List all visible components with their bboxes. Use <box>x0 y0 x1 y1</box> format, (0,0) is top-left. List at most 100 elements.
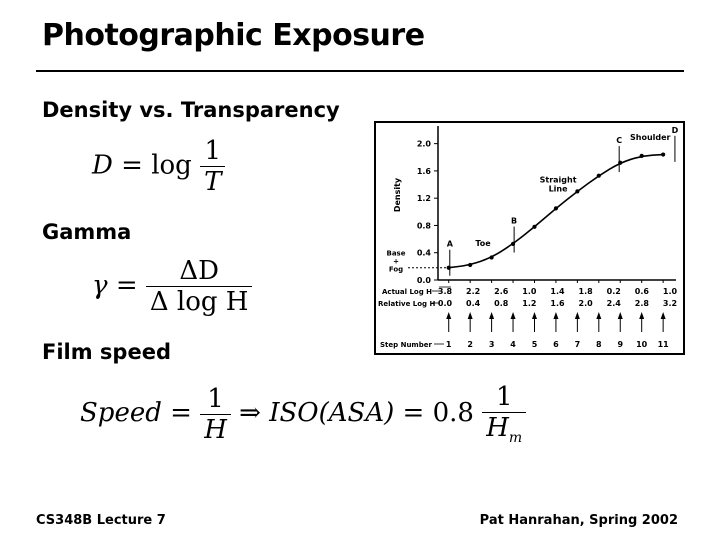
slide-title: Photographic Exposure <box>42 18 425 53</box>
step-number: 1 <box>446 340 452 349</box>
step-arrow-head <box>596 312 602 319</box>
step-arrow-head <box>553 312 559 319</box>
base-fog-label: Fog <box>389 266 403 274</box>
speed-lhs: Speed <box>80 398 162 429</box>
step-number: 8 <box>596 340 602 349</box>
actual-log-h-value: 0.6 <box>635 287 650 296</box>
density-eq-sign: = <box>121 150 143 181</box>
gamma-lhs: γ <box>92 270 108 301</box>
y-tick-label: 2.0 <box>417 140 432 149</box>
characteristic-curve-chart: Density 0.0 0.4 0.8 1.2 1.6 2.0 Base + Fog A B C D Toe… <box>374 118 686 358</box>
step-arrow-head <box>489 312 495 319</box>
curve-point-11 <box>661 152 666 157</box>
title-rule <box>36 70 684 72</box>
step-number: 3 <box>489 340 495 349</box>
step-number: 2 <box>467 340 473 349</box>
y-tick-label: 0.0 <box>417 276 432 285</box>
step-number: 10 <box>636 340 648 349</box>
speed-denominator: H <box>200 413 231 445</box>
relative-log-h-value: 3.2 <box>663 299 677 308</box>
iso-eq-sign: = <box>402 398 425 429</box>
relative-log-h-value: 2.0 <box>579 299 594 308</box>
relative-log-h-value: 0.8 <box>494 299 509 308</box>
step-arrow-head <box>639 312 645 319</box>
implies-arrow: ⇒ <box>239 398 261 429</box>
actual-log-h-value: 2.2 <box>466 287 480 296</box>
gamma-numerator: ΔD <box>179 256 219 286</box>
annotation-2: Line <box>549 184 569 193</box>
characteristic-curve-svg: Density 0.0 0.4 0.8 1.2 1.6 2.0 Base+Fog A B C D Toe… <box>374 121 685 355</box>
iso-denominator: Hm <box>482 412 527 447</box>
annotation-0: Toe <box>475 239 491 248</box>
step-number: 4 <box>510 340 516 349</box>
actual-log-h-value: 3.8 <box>438 287 453 296</box>
base-fog-label: Base <box>387 250 406 258</box>
density-numerator: 1 <box>204 136 222 166</box>
actual-log-h-value: 1.0 <box>522 287 537 296</box>
step-arrow-head <box>531 312 537 319</box>
y-tick-label: 0.4 <box>417 249 432 258</box>
curve-point-2 <box>468 262 473 268</box>
relative-log-h-value: 2.4 <box>607 299 622 308</box>
gamma-eq-sign: = <box>115 270 138 301</box>
marker-label-B: B <box>511 217 517 226</box>
step-number: 9 <box>617 340 623 349</box>
speed-numerator: 1 <box>207 383 224 414</box>
relative-log-h-value: 2.8 <box>635 299 650 308</box>
step-number: 7 <box>575 340 581 349</box>
speed-eq-sign: = <box>170 398 192 429</box>
actual-log-h-value: 1.8 <box>579 287 594 296</box>
density-equation: D = log 1 T <box>92 136 226 197</box>
relative-log-h-value: 0.4 <box>466 299 481 308</box>
relative-log-h-value: 1.6 <box>550 299 565 308</box>
step-arrow-head <box>446 312 452 319</box>
marker-label-A: A <box>447 240 454 249</box>
step-number-label: Step Number <box>380 341 432 349</box>
step-arrow-head <box>574 312 580 319</box>
step-arrow-head <box>467 312 473 319</box>
gamma-fraction: ΔD Δ log H <box>145 256 253 317</box>
curve-point-6 <box>553 206 559 211</box>
curve-point-8 <box>596 173 601 178</box>
y-tick-label: 1.6 <box>417 167 432 176</box>
actual-log-h-value: 1.0 <box>663 287 678 296</box>
footer-course: CS348B Lecture 7 <box>36 513 166 528</box>
curve-point-10 <box>639 153 644 159</box>
iso-denominator-subscript: m <box>508 430 523 447</box>
actual-log-h-value: 2.6 <box>494 287 509 296</box>
curve-point-5 <box>532 224 537 229</box>
actual-log-h-value: 1.4 <box>550 287 565 296</box>
annotation-1: Straight <box>540 176 577 185</box>
relative-log-h-label: Relative Log H <box>378 300 435 308</box>
iso-asa: ISO(ASA) <box>269 398 395 429</box>
curve-point-7 <box>575 189 580 194</box>
y-tick-label: 0.8 <box>417 221 432 230</box>
step-arrow-head <box>660 312 666 319</box>
step-number: 5 <box>532 340 538 349</box>
footer-author: Pat Hanrahan, Spring 2002 <box>479 513 678 528</box>
chart-frame <box>374 121 685 355</box>
step-number: 6 <box>553 340 559 349</box>
iso-fraction: 1 Hm <box>482 382 527 447</box>
density-log: log <box>151 150 192 181</box>
step-number: 11 <box>658 340 670 349</box>
relative-log-h-value: 0.0 <box>438 299 453 308</box>
annotation-3: Shoulder <box>630 133 671 142</box>
section-heading-film-speed: Film speed <box>42 340 171 364</box>
gamma-equation: γ = ΔD Δ log H <box>92 256 253 317</box>
y-axis-label: Density <box>393 177 402 212</box>
relative-log-h-value: 1.2 <box>522 299 536 308</box>
density-lhs: D <box>92 150 113 181</box>
base-fog-label: + <box>393 258 399 266</box>
marker-label-C: C <box>616 136 622 145</box>
density-denominator: T <box>200 166 226 197</box>
density-fraction: 1 T <box>200 136 226 197</box>
iso-coefficient: 0.8 <box>432 398 474 429</box>
actual-log-h-value: 0.2 <box>607 287 621 296</box>
speed-equation: Speed = 1 H ⇒ ISO(ASA) = 0.8 1 Hm <box>80 382 527 447</box>
y-tick-label: 1.2 <box>417 194 431 203</box>
step-arrow-head <box>510 312 516 319</box>
section-heading-density: Density vs. Transparency <box>42 98 340 122</box>
actual-log-h-label: Actual Log H <box>382 288 432 296</box>
gamma-denominator: Δ log H <box>145 286 253 317</box>
